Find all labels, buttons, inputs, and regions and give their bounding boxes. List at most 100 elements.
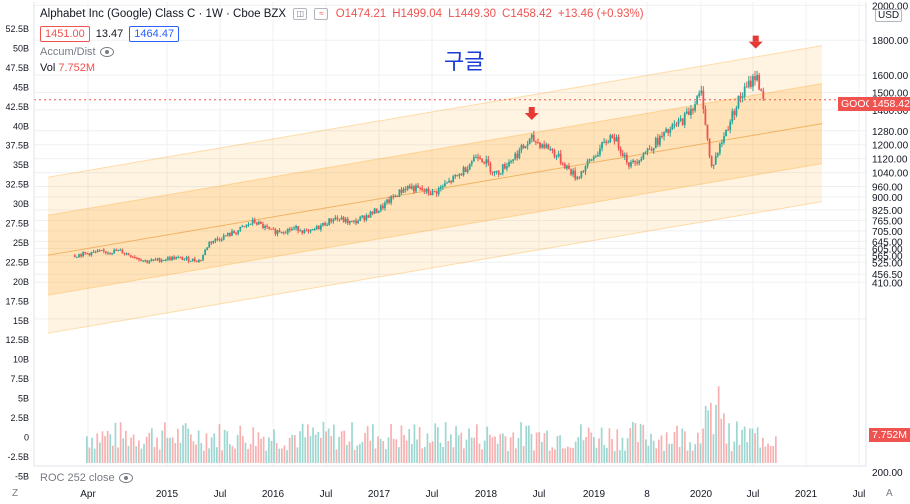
volume-bar xyxy=(249,444,252,463)
candle-body xyxy=(119,249,122,251)
roc-label: ROC 252 close xyxy=(40,472,115,484)
zoom-reset-button[interactable]: Z xyxy=(12,488,19,499)
candle-body xyxy=(363,215,366,221)
candle-body xyxy=(532,134,535,142)
auto-scale-button[interactable]: A xyxy=(886,488,893,499)
volume-bar xyxy=(169,437,171,463)
volume-bar xyxy=(465,439,468,463)
candle-body xyxy=(557,153,560,157)
candle-body xyxy=(640,158,643,161)
buy-price-button[interactable]: 1464.47 xyxy=(129,26,180,42)
volume-bar xyxy=(257,432,260,463)
candle-body xyxy=(530,134,533,139)
candle-body xyxy=(553,150,556,157)
volume-bar xyxy=(322,421,325,463)
roc-indicator[interactable]: ROC 252 close xyxy=(40,472,133,484)
flag-icon[interactable]: ≈ xyxy=(314,8,329,20)
volume-bar xyxy=(580,424,582,463)
candle-body xyxy=(541,144,543,148)
candle-body xyxy=(142,260,144,262)
accum-dist-indicator[interactable]: Accum/Dist xyxy=(40,46,114,58)
volume-bar xyxy=(177,428,179,463)
candle-body xyxy=(570,168,572,175)
candle-body xyxy=(522,145,525,149)
time-tick-label: 2016 xyxy=(262,489,285,500)
price-tick-label: 900.00 xyxy=(872,193,903,204)
candle-body xyxy=(224,235,227,237)
candle-body xyxy=(439,186,442,189)
volume-bar xyxy=(260,438,262,463)
candle-body xyxy=(687,111,690,115)
candle-body xyxy=(615,136,618,142)
candle-body xyxy=(597,155,599,157)
volume-bar xyxy=(736,421,738,463)
candle-body xyxy=(299,230,302,232)
symbol-title[interactable]: Alphabet Inc (Google) Class C · 1W · Cbo… xyxy=(40,8,287,21)
candle-body xyxy=(247,224,250,226)
volume-bar xyxy=(117,447,119,463)
volume-indicator[interactable]: Vol 7.752M xyxy=(40,62,95,74)
candle-body xyxy=(346,218,349,224)
volume-bar xyxy=(182,425,184,463)
indicator-tick-label: 27.5B xyxy=(5,219,29,229)
candle-body xyxy=(433,191,436,193)
candle-body xyxy=(444,183,446,187)
candle-body xyxy=(526,144,529,147)
volume-bar xyxy=(600,427,603,463)
volume-bar xyxy=(603,444,606,463)
time-tick-label: Jul xyxy=(853,489,866,500)
eye-icon[interactable] xyxy=(99,47,114,58)
volume-bar xyxy=(483,440,486,463)
candle-body xyxy=(700,90,703,94)
sell-price-button[interactable]: 1451.00 xyxy=(40,26,90,42)
eye-icon[interactable] xyxy=(118,473,133,484)
volume-bar xyxy=(710,402,712,463)
volume-bar xyxy=(421,448,424,463)
volume-bar xyxy=(671,443,673,463)
candle-body xyxy=(613,137,616,142)
volume-bar xyxy=(494,436,496,463)
volume-bar xyxy=(112,445,114,463)
time-tick-label: Jul xyxy=(320,489,333,500)
candle-body xyxy=(338,218,341,220)
volume-bar xyxy=(226,431,229,463)
volume-bar xyxy=(626,438,629,463)
candle-body xyxy=(603,141,606,143)
candle-body xyxy=(499,173,502,175)
candle-body xyxy=(208,241,211,248)
candle-body xyxy=(384,202,386,209)
candle-body xyxy=(632,160,634,163)
candle-body xyxy=(162,260,165,262)
candle-body xyxy=(656,137,659,145)
candle-body xyxy=(353,220,355,222)
candle-body xyxy=(506,166,508,169)
candle-body xyxy=(661,136,663,138)
change-value: +13.46 (+0.93%) xyxy=(557,8,644,21)
candle-body xyxy=(601,142,603,149)
volume-bar xyxy=(434,423,437,463)
volume-bar xyxy=(158,449,161,463)
candle-body xyxy=(423,190,426,192)
candle-body xyxy=(623,154,626,157)
candle-body xyxy=(260,221,262,224)
volume-bar xyxy=(756,427,759,463)
compare-icon[interactable]: ◫ xyxy=(293,8,308,20)
candle-body xyxy=(642,154,645,159)
volume-bar xyxy=(101,431,104,463)
volume-bar xyxy=(184,423,187,463)
indicator-tick-label: 45B xyxy=(13,82,29,92)
volume-bar xyxy=(304,437,307,463)
candle-body xyxy=(220,239,223,241)
volume-bar xyxy=(504,436,507,463)
volume-bar xyxy=(174,443,177,463)
volume-bar xyxy=(616,429,619,463)
candle-body xyxy=(721,142,723,144)
currency-label[interactable]: USD xyxy=(875,9,903,22)
candle-body xyxy=(268,227,271,229)
indicator-tick-label: 37.5B xyxy=(5,141,29,151)
price-tick-label: 705.00 xyxy=(872,227,903,238)
price-tick-label: 1500.00 xyxy=(872,88,909,99)
volume-bar xyxy=(587,427,590,463)
volume-bar xyxy=(312,427,314,463)
